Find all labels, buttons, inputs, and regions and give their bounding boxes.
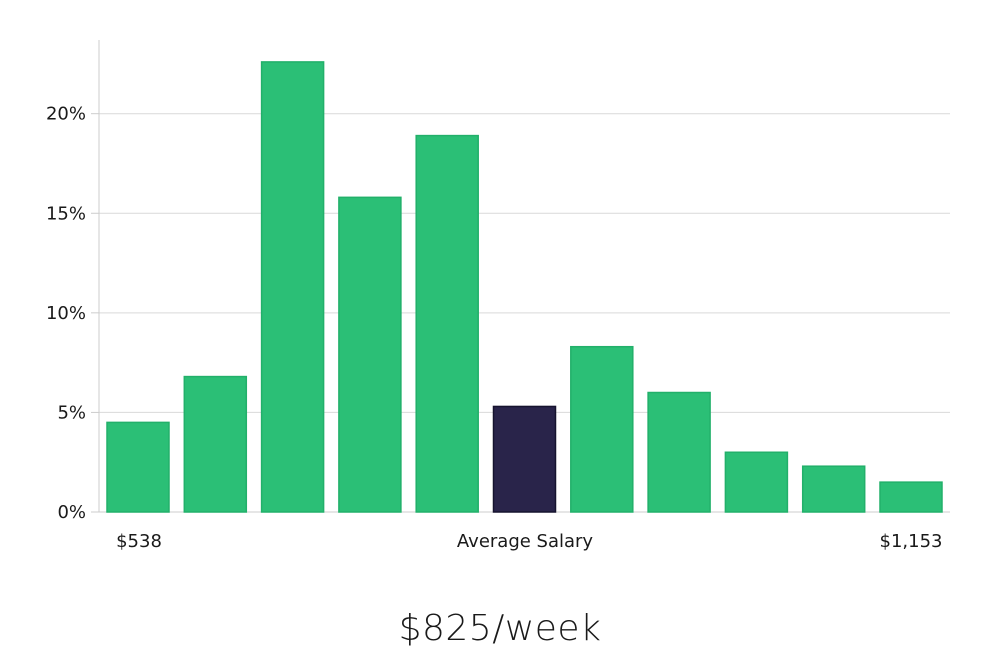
bars [106,61,943,513]
x-label-min: $538 [116,531,162,552]
average-salary-caption: $825/week [398,608,602,649]
bar [647,391,711,513]
x-labels: $538 Average Salary $1,153 [116,531,942,552]
x-label-center: Average Salary [457,531,594,552]
bar [183,375,248,513]
bar [879,481,943,513]
bar [801,465,866,513]
bar [106,421,170,513]
bar [724,451,789,513]
y-tick-label: 10% [46,303,86,324]
y-tick-label: 20% [46,104,86,125]
bar-average-salary [492,405,557,513]
y-tick-labels: 0% 5% 10% 15% 20% [46,104,86,523]
bar [338,196,402,513]
salary-histogram: 0% 5% 10% 15% 20% $538 Average Salary $1,153 [46,40,950,552]
bar [570,345,634,513]
y-tick-label: 15% [46,203,86,224]
x-label-max: $1,153 [880,531,943,552]
y-tick-label: 5% [57,402,86,423]
bar [415,134,479,513]
y-tick-label: 0% [57,502,86,523]
bar [260,61,325,513]
